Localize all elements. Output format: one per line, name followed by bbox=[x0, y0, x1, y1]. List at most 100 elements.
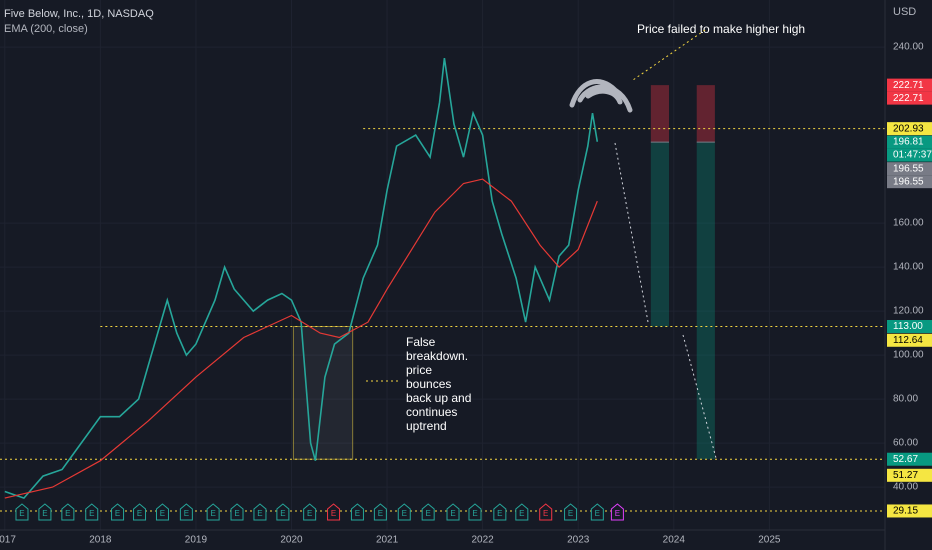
arrows bbox=[365, 29, 717, 459]
earnings-marker bbox=[373, 503, 387, 521]
annotation: bounces bbox=[406, 377, 451, 391]
y-tick-label: 80.00 bbox=[893, 394, 918, 405]
annotation: continues bbox=[406, 405, 457, 419]
earnings-label: E bbox=[331, 509, 336, 518]
earnings-label: E bbox=[89, 509, 94, 518]
earnings-label: E bbox=[257, 509, 262, 518]
annotation: Price failed to make higher high bbox=[637, 22, 805, 36]
x-tick-label: 2017 bbox=[0, 535, 16, 546]
earnings-marker bbox=[539, 503, 553, 521]
earnings-marker bbox=[253, 503, 267, 521]
earnings-label: E bbox=[450, 509, 455, 518]
x-tick-label: 2020 bbox=[280, 535, 303, 546]
earnings-marker bbox=[421, 503, 435, 521]
earnings-marker bbox=[397, 503, 411, 521]
annotation: False bbox=[406, 335, 436, 349]
earnings-marker bbox=[61, 503, 75, 521]
currency: USD bbox=[893, 6, 916, 18]
indicator-name: EMA (200, close) bbox=[4, 23, 88, 35]
y-tick-label: 100.00 bbox=[893, 350, 924, 361]
y-tick-label: 240.00 bbox=[893, 42, 924, 53]
y-tick-label: 40.00 bbox=[893, 482, 918, 493]
earnings-marker bbox=[179, 503, 193, 521]
price-label-bg bbox=[887, 122, 932, 136]
earnings-label: E bbox=[425, 509, 430, 518]
earnings-marker bbox=[85, 503, 99, 521]
price-label: 112.64 bbox=[893, 335, 923, 346]
earnings-marker bbox=[155, 503, 169, 521]
price-label: 51.27 bbox=[893, 470, 918, 481]
earnings-label: E bbox=[472, 509, 477, 518]
earnings-label: E bbox=[307, 509, 312, 518]
earnings-label: E bbox=[234, 509, 239, 518]
price-label: 52.67 bbox=[893, 454, 918, 465]
target-zone bbox=[650, 142, 670, 327]
earnings-label: E bbox=[42, 509, 47, 518]
x-tick-label: 2025 bbox=[758, 535, 781, 546]
series-line bbox=[4, 57, 599, 500]
price-label-bg bbox=[887, 175, 932, 189]
stop-zone bbox=[696, 85, 715, 143]
price-label-bg bbox=[887, 468, 932, 482]
earnings-label: E bbox=[280, 509, 285, 518]
earnings-marker bbox=[276, 503, 290, 521]
earnings-label: E bbox=[615, 509, 620, 518]
price-label-bg bbox=[887, 78, 932, 92]
annotation: uptrend bbox=[406, 419, 447, 433]
earnings-label: E bbox=[497, 509, 502, 518]
price-label-bg bbox=[887, 162, 932, 176]
earnings-marker bbox=[206, 503, 220, 521]
annotation: price bbox=[406, 363, 432, 377]
earnings-label: E bbox=[595, 509, 600, 518]
earnings-marker bbox=[303, 503, 317, 521]
earnings-label: E bbox=[519, 509, 524, 518]
price-label: 196.55 bbox=[893, 176, 924, 187]
price-label-bg bbox=[887, 452, 932, 466]
price-label: 222.71 bbox=[893, 80, 924, 91]
earnings-marker bbox=[493, 503, 507, 521]
x-tick-label: 2024 bbox=[663, 535, 686, 546]
stop-zone bbox=[650, 85, 670, 143]
x-tick-label: 2022 bbox=[472, 535, 495, 546]
price-label: 196.81 bbox=[893, 137, 924, 148]
price-label: 202.93 bbox=[893, 123, 924, 134]
earnings-label: E bbox=[65, 509, 70, 518]
chart-title: Five Below, Inc., 1D, NASDAQ bbox=[4, 8, 154, 20]
price-label: 113.00 bbox=[893, 321, 923, 332]
price-label-bg bbox=[887, 504, 932, 518]
annotation-block: False breakdown. price bounces back up a… bbox=[406, 335, 471, 433]
earnings-label: E bbox=[19, 509, 24, 518]
y-tick-label: 60.00 bbox=[893, 438, 918, 449]
x-tick-label: 2021 bbox=[376, 535, 399, 546]
earnings-label: E bbox=[402, 509, 407, 518]
earnings-marker bbox=[133, 503, 147, 521]
earnings-marker bbox=[468, 503, 482, 521]
earnings-marker bbox=[327, 503, 341, 521]
earnings-marker bbox=[590, 503, 604, 521]
price-label-bg bbox=[887, 91, 932, 105]
drawing bbox=[569, 79, 633, 113]
earnings-marker bbox=[610, 503, 624, 521]
earnings-label: E bbox=[184, 509, 189, 518]
earnings-label: E bbox=[568, 509, 573, 518]
target-zone bbox=[696, 142, 715, 460]
earnings-marker bbox=[350, 503, 364, 521]
plot-area bbox=[0, 0, 885, 530]
earnings-marker bbox=[111, 503, 125, 521]
earnings-label: E bbox=[137, 509, 142, 518]
annotation: breakdown. bbox=[406, 349, 468, 363]
price-label: 196.55 bbox=[893, 163, 924, 174]
annotation: back up and bbox=[406, 391, 471, 405]
y-tick-label: 160.00 bbox=[893, 218, 924, 229]
earnings-marker bbox=[230, 503, 244, 521]
price-label-bg bbox=[887, 135, 932, 149]
price-label: 29.15 bbox=[893, 506, 918, 517]
y-tick-label: 140.00 bbox=[893, 262, 924, 273]
earnings-marker bbox=[15, 503, 29, 521]
countdown-bg bbox=[887, 148, 932, 162]
earnings-label: E bbox=[115, 509, 120, 518]
earnings-label: E bbox=[210, 509, 215, 518]
earnings-label: E bbox=[355, 509, 360, 518]
